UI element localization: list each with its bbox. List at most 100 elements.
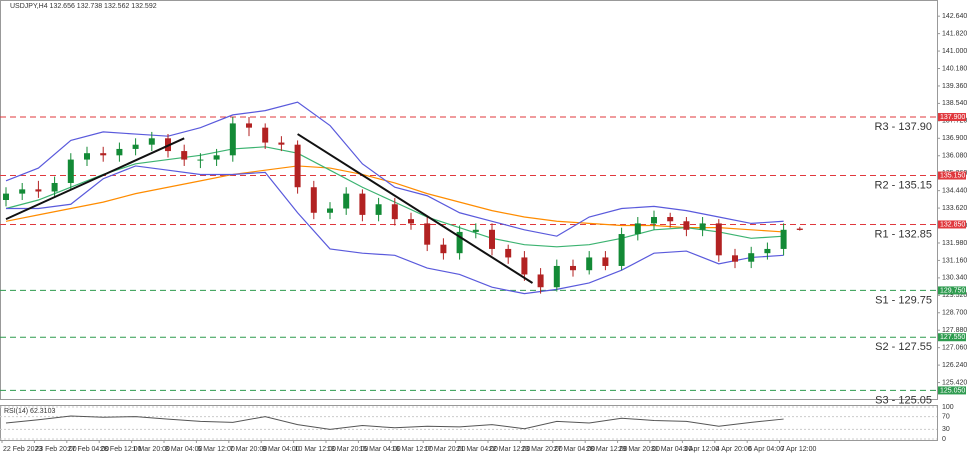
- y-tick-label: 136.900: [942, 135, 967, 142]
- y-tick-label: 136.080: [942, 153, 967, 160]
- candle-body: [780, 229, 787, 249]
- level-label: R3 - 137.90: [875, 121, 932, 133]
- y-tick-label: 133.620: [942, 205, 967, 212]
- y-tick-label: 139.360: [942, 83, 967, 90]
- y-tick-label: 142.640: [942, 13, 967, 20]
- candle-body: [35, 189, 42, 192]
- candle-body: [618, 234, 625, 266]
- candle-body: [3, 193, 9, 200]
- candle-body: [489, 229, 495, 249]
- x-tick-label: 15 Mar 04:00: [359, 446, 400, 453]
- rsi-frame: [0, 405, 938, 441]
- candle-body: [651, 217, 657, 224]
- level-label: S2 - 127.55: [875, 341, 932, 353]
- y-tick-label: 134.440: [942, 187, 967, 194]
- candle-body: [197, 159, 204, 161]
- indicator-line: [6, 165, 784, 295]
- x-tick-label: 1 Mar 20:00: [133, 446, 170, 453]
- y-tick-label: 138.540: [942, 100, 967, 107]
- candle-body: [521, 257, 528, 275]
- candle-body: [148, 138, 155, 145]
- candle-body: [732, 255, 738, 262]
- y-tick-label: 131.160: [942, 257, 967, 264]
- x-tick-label: 29 Mar 20:00: [619, 446, 660, 453]
- rsi-tick-label: 100: [942, 404, 954, 411]
- candle-body: [602, 257, 609, 266]
- level-label: R1 - 132.85: [875, 228, 932, 240]
- level-axis-label: 137.900: [940, 114, 965, 121]
- candle-body: [116, 148, 123, 156]
- candle-body: [586, 257, 593, 271]
- candle-body: [570, 265, 576, 271]
- x-tick-label: 6 Mar 12:00: [197, 446, 234, 453]
- y-tick-label: 141.820: [942, 30, 967, 37]
- candle-body: [440, 244, 447, 254]
- level-axis-box: [938, 286, 966, 295]
- candle-body: [748, 253, 755, 262]
- x-tick-label: 7 Apr 12:00: [781, 446, 817, 453]
- candle-body: [699, 223, 706, 230]
- y-tick-label: 140.180: [942, 65, 967, 72]
- y-tick-label: 127.880: [942, 327, 967, 334]
- candle-body: [408, 219, 414, 224]
- y-tick-label: 129.520: [942, 292, 967, 299]
- candle-body: [424, 223, 431, 245]
- candle-body: [262, 127, 269, 143]
- level-axis-label: 132.850: [940, 221, 965, 228]
- candle-body: [84, 153, 90, 160]
- candle-body: [715, 223, 722, 256]
- candle-body: [327, 208, 333, 213]
- candle-body: [505, 248, 512, 258]
- x-tick-label: 21 Mar 04:00: [457, 446, 498, 453]
- candle-body: [391, 204, 398, 220]
- candle-body: [343, 193, 350, 209]
- candle-body: [472, 229, 479, 232]
- candle-body: [181, 151, 188, 160]
- rsi-tick-label: 0: [942, 436, 946, 443]
- rsi-tick-label: 30: [942, 426, 950, 433]
- x-tick-label: 28 Feb 12:00: [100, 446, 141, 453]
- candle-body: [375, 204, 382, 215]
- rsi-tick-label: 70: [942, 413, 950, 420]
- x-tick-label: 4 Apr 20:00: [716, 446, 752, 453]
- x-tick-label: 6 Apr 04:00: [748, 446, 784, 453]
- x-tick-label: 3 Mar 04:00: [165, 446, 202, 453]
- x-tick-label: 23 Feb 20:00: [35, 446, 76, 453]
- y-tick-label: 141.000: [942, 48, 967, 55]
- level-axis-box: [938, 333, 966, 342]
- candle-body: [246, 123, 252, 128]
- candle-body: [553, 265, 560, 288]
- x-tick-label: 27 Feb 04:00: [68, 446, 109, 453]
- candle-body: [213, 155, 220, 160]
- y-tick-label: 137.720: [942, 118, 967, 125]
- level-label: S3 - 125.05: [875, 394, 932, 406]
- candle-body: [796, 228, 803, 230]
- level-axis-box: [938, 171, 966, 180]
- candle-body: [667, 217, 674, 222]
- trendline: [5, 137, 185, 221]
- candle-body: [359, 193, 366, 215]
- chart-title: USDJPY,H4 132.656 132.738 132.562 132.59…: [10, 3, 157, 10]
- candle-body: [310, 187, 317, 213]
- x-tick-label: 27 Mar 04:00: [554, 446, 595, 453]
- y-tick-label: 131.980: [942, 240, 967, 247]
- rsi-line: [5, 415, 784, 430]
- level-axis-label: 129.750: [940, 287, 965, 294]
- main-frame: [0, 0, 938, 400]
- x-tick-label: 28 Mar 12:00: [586, 446, 627, 453]
- candle-body: [456, 231, 463, 254]
- level-label: R2 - 135.15: [875, 179, 932, 191]
- candle-body: [537, 274, 544, 288]
- x-tick-label: 22 Mar 12:00: [489, 446, 530, 453]
- y-tick-label: 125.420: [942, 379, 967, 386]
- x-tick-label: 9 Mar 04:00: [262, 446, 299, 453]
- y-tick-label: 130.340: [942, 275, 967, 282]
- level-label: S1 - 129.75: [875, 294, 932, 306]
- candle-body: [634, 223, 641, 235]
- trendline: [297, 133, 534, 284]
- x-tick-label: 23 Mar 20:00: [521, 446, 562, 453]
- candle-body: [229, 123, 236, 156]
- x-tick-label: 3 Apr 12:00: [683, 446, 719, 453]
- candle-body: [294, 144, 301, 188]
